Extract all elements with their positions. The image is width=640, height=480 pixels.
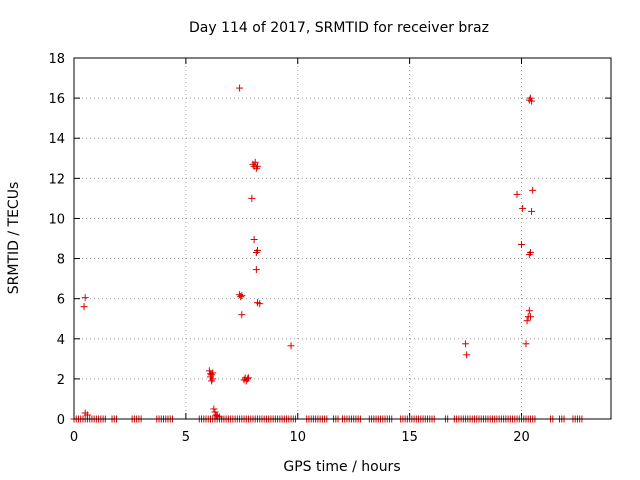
data-point <box>518 241 525 249</box>
data-point <box>211 408 219 416</box>
plot-frame <box>73 57 612 420</box>
data-point <box>525 307 533 315</box>
y-tick-label: 0 <box>57 413 65 428</box>
data-point <box>251 158 259 166</box>
data-point <box>250 236 258 244</box>
data-point <box>522 340 530 348</box>
grid-lines <box>74 58 611 419</box>
x-tick-label: 15 <box>401 430 418 445</box>
data-points <box>70 84 586 423</box>
data-point <box>248 194 256 202</box>
data-point <box>252 266 260 274</box>
data-point <box>243 375 251 383</box>
data-point <box>513 190 521 198</box>
data-point <box>462 340 470 348</box>
y-tick-label: 12 <box>48 172 65 187</box>
y-axis-label: SRMTID / TECUs <box>6 182 22 295</box>
data-point <box>236 84 244 92</box>
data-point <box>245 374 253 382</box>
axis-ticks <box>73 57 611 420</box>
data-point <box>526 249 534 257</box>
data-point <box>528 207 536 215</box>
data-point <box>526 94 534 102</box>
x-tick-label: 10 <box>289 430 306 445</box>
y-tick-label: 2 <box>57 373 65 388</box>
y-tick-label: 14 <box>48 132 65 147</box>
data-point <box>253 247 261 255</box>
chart-title: Day 114 of 2017, SRMTID for receiver bra… <box>189 20 489 36</box>
data-point <box>253 162 261 170</box>
data-point <box>209 369 217 377</box>
x-tick-label: 5 <box>182 430 190 445</box>
y-tick-label: 10 <box>48 212 65 227</box>
data-point <box>523 317 531 325</box>
x-tick-label: 20 <box>513 430 530 445</box>
data-point <box>238 292 246 300</box>
data-point <box>210 405 218 413</box>
y-tick-label: 6 <box>57 293 65 308</box>
y-tick-label: 16 <box>48 92 65 107</box>
data-point <box>526 313 534 321</box>
data-point <box>81 294 89 302</box>
data-point <box>256 300 264 308</box>
data-point <box>529 186 537 194</box>
tick-labels: 0 2 4 6 8 10 12 14 16 18 0 5 10 15 20 <box>48 52 529 445</box>
data-point <box>287 342 295 350</box>
y-tick-label: 4 <box>57 333 65 348</box>
data-point <box>83 411 91 419</box>
data-point <box>238 311 246 319</box>
x-axis-label: GPS time / hours <box>283 459 400 475</box>
y-tick-label: 18 <box>48 52 65 67</box>
x-tick-label: 0 <box>70 430 78 445</box>
y-tick-label: 8 <box>57 253 65 268</box>
data-point <box>519 204 527 212</box>
data-point <box>463 351 471 359</box>
data-point <box>528 97 536 105</box>
data-point <box>237 293 245 301</box>
data-point <box>209 375 217 383</box>
data-point <box>80 303 88 311</box>
